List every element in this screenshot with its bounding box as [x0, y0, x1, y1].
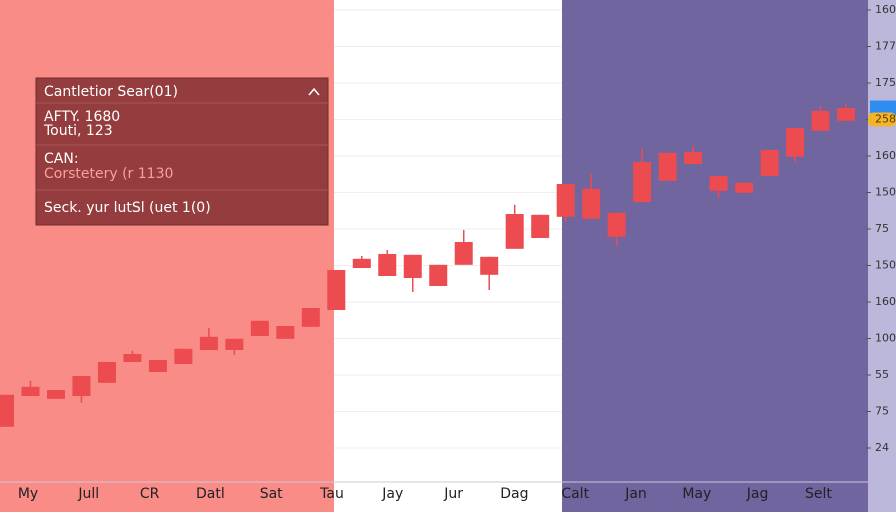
- candle-body: [174, 348, 193, 364]
- candle-body: [684, 152, 703, 164]
- candle-body: [199, 336, 218, 350]
- candle-body: [46, 390, 65, 399]
- y-axis-label: 75: [875, 405, 889, 418]
- candle-body: [709, 176, 728, 191]
- y-axis-label: 175: [875, 76, 896, 89]
- y-axis-label: 160: [875, 295, 896, 308]
- chevron[interactable]: [308, 87, 320, 96]
- candle-body: [276, 326, 295, 339]
- panel-line: CAN:: [44, 151, 79, 167]
- y-axis-label: 160: [875, 3, 896, 16]
- y-axis-label: 150: [875, 259, 896, 272]
- candle-body: [454, 242, 473, 265]
- x-tick-label: My: [18, 486, 38, 502]
- candle-body: [633, 162, 652, 202]
- y-axis-label: 75: [875, 222, 889, 235]
- candle-body: [148, 360, 167, 372]
- y-axis-label: 100: [875, 332, 896, 345]
- y-axis-label: 55: [875, 368, 889, 381]
- candle-body: [531, 214, 550, 238]
- panel-title: Cantletior Sear(01): [44, 84, 178, 100]
- candle-body: [352, 258, 371, 268]
- candle-body: [760, 150, 779, 176]
- candle-body: [837, 108, 855, 121]
- zone-right: [562, 0, 868, 512]
- candle-body: [658, 152, 677, 181]
- panel-line: AFTY. 1680: [44, 109, 120, 125]
- info-panel: Cantletior Sear(01) AFTY. 1680 Touti, 12…: [35, 77, 329, 226]
- candle-body: [607, 212, 626, 237]
- candle-body: [327, 270, 346, 310]
- y-axis-label: 258: [875, 113, 896, 126]
- price-badge: [868, 112, 896, 127]
- x-tick-label: Datl: [196, 486, 225, 502]
- x-tick-label: CR: [140, 486, 160, 502]
- x-tick-label: Jur: [443, 486, 463, 502]
- candle-body: [21, 386, 40, 396]
- candle-body: [225, 338, 244, 350]
- candle-body: [123, 354, 142, 362]
- x-tick-label: Sat: [260, 486, 283, 502]
- candle-body: [301, 308, 320, 327]
- y-axis-label: 150: [875, 186, 896, 199]
- candle-body: [811, 110, 830, 131]
- candle-body: [429, 264, 448, 286]
- x-tick-label: Jag: [746, 486, 769, 502]
- candle-body: [250, 320, 269, 336]
- candle-body: [480, 256, 499, 275]
- x-tick-label: May: [682, 486, 711, 502]
- candle-body: [505, 214, 524, 249]
- y-axis-label: 160: [875, 149, 896, 162]
- candle-body: [556, 184, 575, 217]
- x-tick-label: Jay: [381, 486, 403, 502]
- y-axis-label: 177: [875, 40, 896, 53]
- candle-body: [403, 254, 422, 278]
- candle-body: [582, 188, 601, 219]
- candle-body: [0, 394, 14, 427]
- zone-mid: [334, 0, 562, 512]
- axis-strip: [868, 0, 896, 512]
- panel-line: Touti, 123: [43, 123, 113, 139]
- candle-body: [97, 362, 116, 383]
- candle-body: [786, 128, 805, 157]
- candle-body: [735, 182, 754, 193]
- panel-line: Corstetery (r 1130: [44, 166, 173, 182]
- zone-left: [0, 0, 334, 512]
- x-tick-label: Jan: [624, 486, 647, 502]
- panel-line: Seck. yur lutSl (uet 1(0): [44, 200, 211, 216]
- candle-body: [378, 254, 397, 276]
- x-tick-label: Calt: [561, 486, 589, 502]
- x-tick-label: Dag: [500, 486, 528, 502]
- x-tick-label: Selt: [805, 486, 832, 502]
- x-tick-label: Tau: [319, 486, 344, 502]
- y-axis-label: 24: [875, 441, 889, 454]
- candle-body: [72, 376, 91, 396]
- x-tick-label: Jull: [77, 486, 99, 502]
